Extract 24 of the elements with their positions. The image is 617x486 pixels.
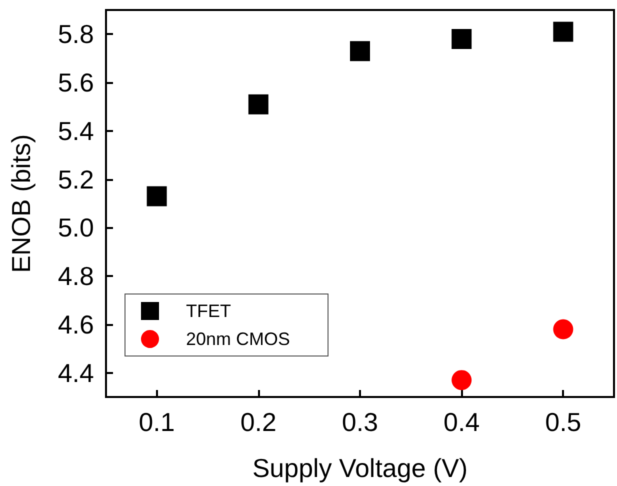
y-axis-title: ENOB (bits) <box>6 134 36 273</box>
point <box>248 94 268 114</box>
point <box>452 29 472 50</box>
x-tick-label: 0.5 <box>545 407 582 437</box>
y-tick-label: 4.4 <box>58 358 94 388</box>
x-tick-label: 0.2 <box>240 407 276 437</box>
point <box>350 41 370 62</box>
y-tick-label: 5.4 <box>58 116 94 146</box>
point <box>553 319 574 340</box>
point <box>146 186 167 206</box>
y-tick-label: 4.6 <box>58 309 94 340</box>
point <box>553 22 574 42</box>
legend-label: 20nm CMOS <box>186 329 290 349</box>
y-tick-label: 5.6 <box>58 68 94 98</box>
y-tick-label: 5.8 <box>58 19 94 50</box>
x-axis-title: Supply Voltage (V) <box>252 453 468 483</box>
x-tick-label: 0.1 <box>138 407 175 437</box>
point <box>452 370 472 390</box>
y-tick-label: 4.8 <box>58 261 94 292</box>
y-tick-label: 5.2 <box>58 164 94 194</box>
legend-label: TFET <box>186 301 231 321</box>
x-tick-label: 0.4 <box>444 407 480 437</box>
y-tick-label: 5.0 <box>58 212 94 243</box>
x-tick-label: 0.3 <box>342 407 378 437</box>
